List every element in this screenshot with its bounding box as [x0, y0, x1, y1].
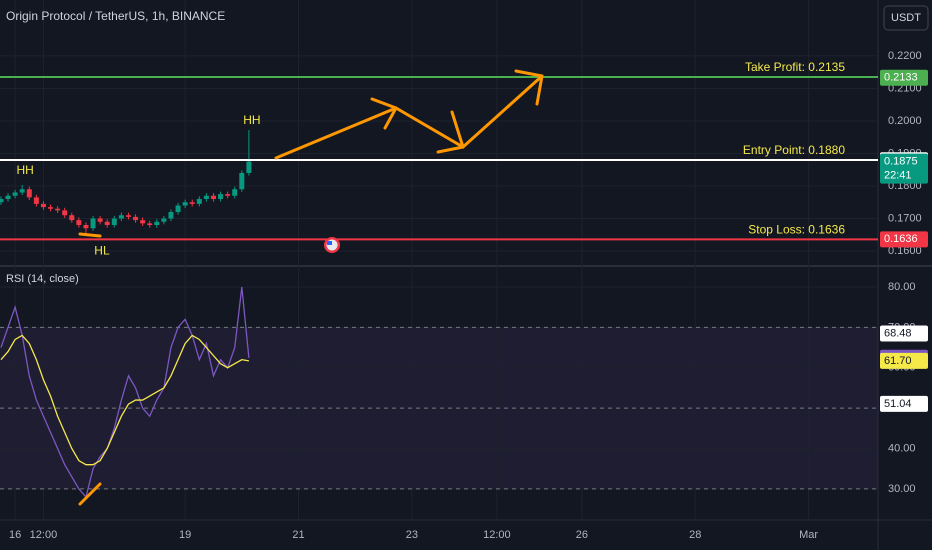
candle-body [12, 192, 18, 196]
candle-body [97, 218, 103, 222]
rsi-trend-line [78, 482, 102, 506]
level-label: Entry Point: 0.1880 [743, 143, 845, 157]
candle-body [125, 215, 131, 217]
candle-body [232, 189, 238, 196]
x-tick-label: Mar [799, 529, 818, 541]
y-tick-label: 0.1700 [888, 212, 922, 224]
candle-body [111, 218, 117, 226]
flag-canton [327, 241, 332, 245]
x-tick-label: 12:00 [483, 529, 511, 541]
candle-body [154, 221, 160, 226]
candle-body [55, 208, 61, 211]
candle-body [33, 197, 39, 204]
rsi-title: RSI (14, close) [6, 273, 79, 285]
price-badge-label: 0.2133 [884, 72, 918, 84]
last-price-badge [880, 153, 928, 184]
candle-body [196, 198, 202, 204]
candle-body [26, 189, 32, 198]
pattern-label: HH [243, 113, 260, 127]
candle-body [210, 195, 216, 199]
y-tick-label: 0.2200 [888, 50, 922, 62]
x-tick-label: 21 [292, 529, 304, 541]
candle-body [90, 218, 96, 229]
candle-body [168, 212, 174, 219]
candle-body [40, 203, 46, 208]
candle-body [246, 161, 252, 173]
candle-body [161, 218, 167, 222]
y-tick-label: 0.2000 [888, 115, 922, 127]
candle-body [218, 194, 224, 199]
y-tick-label: 40.00 [888, 442, 916, 454]
candle-body [48, 207, 54, 209]
y-tick-label: 80.00 [888, 281, 916, 293]
x-tick-label: 12:00 [30, 529, 58, 541]
y-tick-label: 30.00 [888, 483, 916, 495]
currency-label[interactable]: USDT [891, 12, 921, 24]
rsi-badge [880, 395, 928, 412]
candle-body [0, 198, 4, 203]
candle-body [76, 220, 82, 226]
arrow [274, 106, 398, 160]
pattern-label: HL [94, 243, 110, 257]
candle-body [203, 195, 209, 199]
hl-line [78, 232, 102, 238]
candle-body [133, 216, 139, 221]
price-badge-label: 0.1636 [884, 233, 918, 245]
candle-body [69, 215, 75, 221]
rsi-line [0, 334, 250, 466]
candle-body [19, 189, 25, 193]
candle-body [83, 225, 89, 229]
candle-body [147, 223, 153, 226]
candle-body [140, 220, 146, 224]
y-tick-label: 0.1600 [888, 245, 922, 257]
currency-button[interactable] [883, 5, 929, 31]
candle-body [104, 221, 110, 226]
level-label: Take Profit: 0.2135 [745, 60, 845, 74]
price-badge [880, 69, 928, 86]
candle-body [225, 194, 231, 196]
x-tick-label: 16 [9, 529, 21, 541]
forecast-arrows [78, 69, 544, 506]
last-price-label: 0.1875 [884, 156, 918, 168]
candle-body [118, 215, 124, 219]
candle-body [239, 172, 245, 190]
rsi-badge-label: 68.48 [884, 327, 912, 339]
arrow-head [514, 69, 544, 106]
x-tick-label: 28 [689, 529, 701, 541]
arrow [461, 74, 544, 149]
rsi-badge [880, 325, 928, 342]
level-label: Stop Loss: 0.1636 [748, 222, 845, 236]
candle-body [182, 202, 188, 206]
x-tick-label: 19 [179, 529, 191, 541]
candle-body [62, 210, 68, 216]
pattern-label: HH [17, 163, 34, 177]
countdown: 22:41 [884, 170, 912, 182]
chart-title: Origin Protocol / TetherUS, 1h, BINANCE [6, 9, 225, 23]
candle-body [189, 202, 195, 204]
rsi-badge-label: 51.04 [884, 398, 912, 410]
candle-body [175, 205, 181, 212]
candle-body [5, 195, 11, 199]
event-flag [324, 237, 340, 253]
x-tick-label: 26 [576, 529, 588, 541]
arrow [394, 106, 465, 149]
rsi-badge [880, 352, 928, 369]
x-tick-label: 23 [406, 529, 418, 541]
price-badge [880, 231, 928, 248]
rsi-badge-label: 61.70 [884, 355, 912, 367]
